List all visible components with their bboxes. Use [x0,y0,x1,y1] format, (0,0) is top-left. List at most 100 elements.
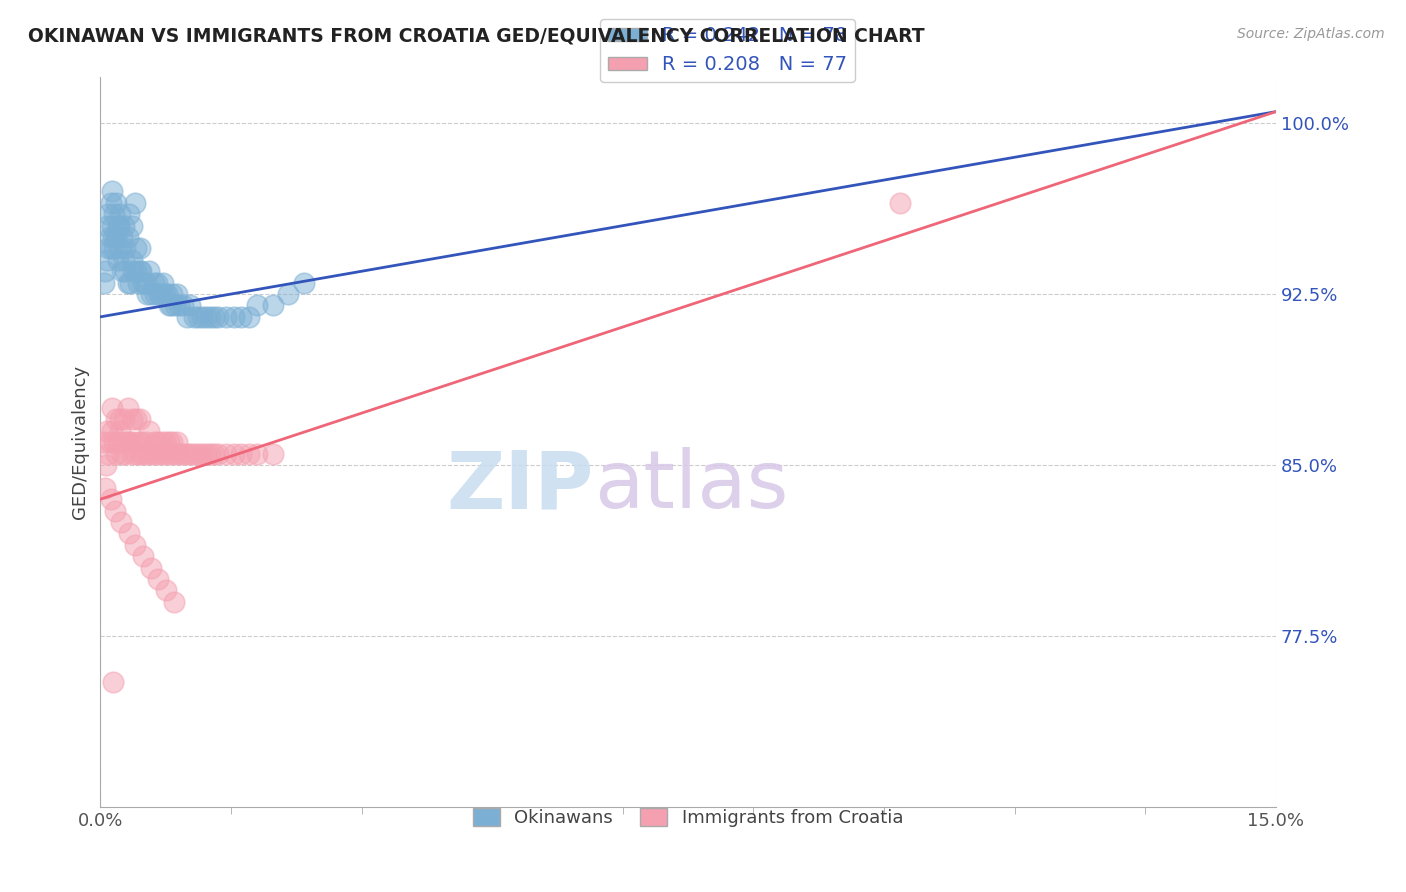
Point [114,447,136,461]
Point [207,447,229,461]
Point [183,447,205,461]
Point [124,195,146,210]
Point [172,298,194,312]
Point [128,447,150,461]
Point [112,412,135,426]
Point [101,424,124,438]
Text: atlas: atlas [595,447,789,525]
Point [128,412,150,426]
Point [117,401,139,415]
Point [124,447,146,461]
Point [277,287,299,301]
Point [121,447,143,461]
Point [138,424,160,438]
Point [96,424,118,438]
Point [122,264,145,278]
Point [132,276,155,290]
Point [135,276,157,290]
Point [100,195,122,210]
Point [117,526,139,541]
Point [166,287,188,301]
Point [107,219,129,233]
Point [202,447,225,461]
Point [117,207,139,221]
Point [187,447,209,461]
Point [98,230,121,244]
Point [150,287,173,301]
Point [148,447,170,461]
Point [231,310,253,324]
Point [110,515,132,529]
Point [167,298,190,312]
Point [108,424,131,438]
Point [117,435,139,450]
Point [131,549,153,564]
Point [105,447,128,461]
Point [160,447,183,461]
Point [187,310,209,324]
Point [112,219,135,233]
Point [148,572,170,586]
Point [156,447,179,461]
Point [97,447,120,461]
Point [121,252,143,267]
Point [195,447,218,461]
Point [141,447,163,461]
Text: OKINAWAN VS IMMIGRANTS FROM CROATIA GED/EQUIVALENCY CORRELATION CHART: OKINAWAN VS IMMIGRANTS FROM CROATIA GED/… [28,27,925,45]
Point [107,252,129,267]
Point [108,412,131,426]
Point [103,242,125,256]
Point [122,435,145,450]
Point [104,503,127,517]
Point [215,310,238,324]
Point [114,264,136,278]
Point [94,481,117,495]
Point [176,310,198,324]
Point [142,435,165,450]
Point [238,447,260,461]
Point [166,435,188,450]
Point [124,538,146,552]
Point [101,230,124,244]
Point [292,276,315,290]
Point [132,447,155,461]
Point [120,435,142,450]
Point [198,310,221,324]
Point [124,242,146,256]
Point [246,447,269,461]
Point [142,276,165,290]
Point [136,287,159,301]
Point [96,252,118,267]
Point [94,458,117,472]
Point [117,230,139,244]
Point [146,435,169,450]
Point [128,242,150,256]
Point [127,276,149,290]
Point [191,310,214,324]
Point [162,435,184,450]
Point [202,310,225,324]
Point [198,447,221,461]
Point [231,447,253,461]
Legend: Okinawans, Immigrants from Croatia: Okinawans, Immigrants from Croatia [465,801,911,835]
Point [127,435,149,450]
Point [163,298,186,312]
Point [105,412,128,426]
Point [163,595,186,609]
Point [108,219,131,233]
Point [143,287,166,301]
Point [121,412,143,426]
Point [156,287,179,301]
Point [155,583,177,598]
Point [162,287,184,301]
Point [150,435,173,450]
Point [143,447,166,461]
Point [207,310,229,324]
Point [129,435,152,450]
Point [97,242,120,256]
Text: ZIP: ZIP [447,447,595,525]
Point [152,447,174,461]
Point [176,447,198,461]
Point [94,264,117,278]
Point [195,310,218,324]
